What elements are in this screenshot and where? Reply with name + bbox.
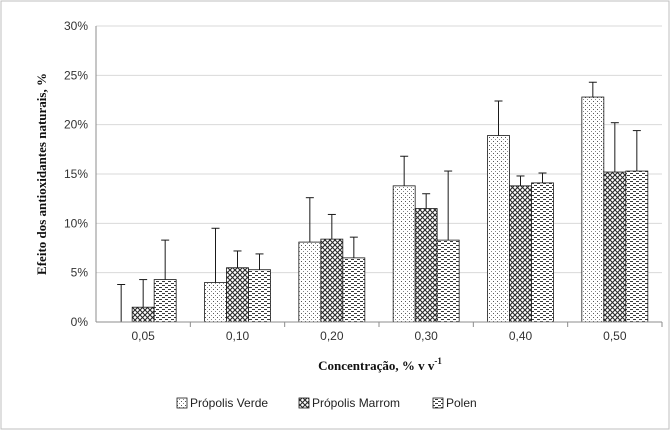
bar <box>204 282 227 323</box>
y-tick-label: 5% <box>71 266 89 280</box>
legend-label: Própolis Marrom <box>312 396 400 410</box>
gridlines <box>96 25 662 274</box>
axes <box>95 26 663 327</box>
x-tick-labels: 0,05 0,10 0,20 0,30 0,40 0,50 <box>131 329 626 343</box>
legend: Própolis Verde Própolis Marrom Polen <box>176 396 477 410</box>
y-axis-title: Efeito dos antioxidantes naturais, % <box>34 73 49 275</box>
bar <box>298 241 322 323</box>
y-tick-label: 10% <box>64 216 88 230</box>
bar <box>436 239 460 323</box>
bar <box>414 208 438 323</box>
y-tick-label: 30% <box>64 19 88 33</box>
legend-swatch <box>176 397 188 409</box>
bar <box>487 135 510 323</box>
legend-swatch <box>432 397 444 409</box>
x-axis-title-text: Concentração, % v v <box>318 358 435 373</box>
bar <box>392 185 416 323</box>
bar <box>625 170 649 323</box>
x-tick-label: 0,40 <box>509 329 533 343</box>
y-tick-label: 25% <box>64 68 88 82</box>
legend-swatch <box>298 397 310 409</box>
bar <box>131 306 155 323</box>
bar <box>581 96 605 323</box>
y-tick-label: 0% <box>71 315 89 329</box>
bar <box>226 267 249 323</box>
x-tick-label: 0,10 <box>226 329 250 343</box>
bar <box>531 182 554 323</box>
bar <box>342 257 366 323</box>
legend-label: Polen <box>446 396 477 410</box>
y-tick-label: 20% <box>64 118 88 132</box>
x-axis-title: Concentração, % v v-1 <box>318 356 442 373</box>
bars <box>131 96 649 323</box>
bar <box>248 269 271 323</box>
legend-label: Própolis Verde <box>190 396 268 410</box>
bar <box>320 238 344 323</box>
bar <box>153 279 177 323</box>
x-axis-title-superscript: -1 <box>434 356 442 366</box>
y-tick-labels: 0% 5% 10% 15% 20% 25% 30% <box>64 19 88 329</box>
bar <box>509 185 532 323</box>
bar <box>603 171 627 323</box>
y-tick-label: 15% <box>64 167 88 181</box>
x-tick-label: 0,05 <box>131 329 155 343</box>
x-tick-label: 0,30 <box>414 329 438 343</box>
error-bars <box>117 81 641 322</box>
x-tick-label: 0,20 <box>320 329 344 343</box>
x-tick-label: 0,50 <box>603 329 627 343</box>
